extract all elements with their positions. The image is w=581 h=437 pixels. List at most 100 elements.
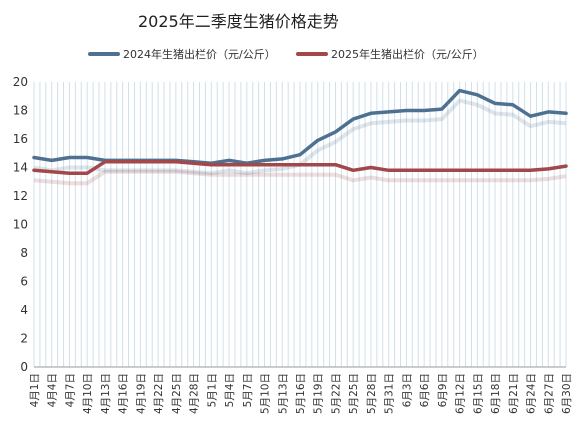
x-tick-label: 5月13日 <box>277 373 289 414</box>
data-point <box>476 169 479 172</box>
x-tick-label: 6月27日 <box>543 373 555 414</box>
y-tick-label: 20 <box>13 75 28 89</box>
y-tick-label: 2 <box>20 332 28 346</box>
data-point <box>458 169 461 172</box>
y-tick-label: 14 <box>13 161 28 175</box>
x-tick-label: 6月9日 <box>437 373 449 407</box>
data-point <box>387 110 390 114</box>
data-point <box>68 172 71 175</box>
x-tick-label: 5月10日 <box>260 373 272 414</box>
data-point <box>103 160 107 163</box>
data-point <box>529 169 532 172</box>
y-tick-label: 0 <box>20 360 28 374</box>
legend-label-2024: 2024年生猪出栏价（元/公斤） <box>123 47 276 61</box>
data-point <box>369 166 373 169</box>
data-point <box>68 156 71 159</box>
x-tick-label: 6月24日 <box>526 373 538 414</box>
data-point <box>334 163 337 166</box>
y-tick-label: 16 <box>13 132 28 146</box>
x-tick-label: 5月22日 <box>330 373 342 414</box>
x-tick-label: 4月25日 <box>171 373 183 414</box>
data-point <box>32 156 36 159</box>
y-tick-label: 10 <box>13 218 28 232</box>
x-tick-label: 4月7日 <box>64 373 76 407</box>
chart-title: 2025年二季度生猪价格走势 <box>138 12 339 31</box>
data-point <box>281 163 284 166</box>
data-point <box>511 103 514 107</box>
data-point <box>156 160 160 163</box>
data-point <box>493 169 497 172</box>
data-point <box>493 102 497 105</box>
data-point <box>298 163 302 166</box>
data-point <box>263 163 266 166</box>
data-point <box>405 109 408 112</box>
data-point <box>458 89 461 92</box>
data-point <box>547 167 550 171</box>
data-point <box>316 163 319 166</box>
grid <box>33 82 567 368</box>
data-point <box>564 164 568 168</box>
x-tick-label: 6月12日 <box>455 373 467 414</box>
data-point <box>334 130 337 134</box>
legend: 2024年生猪出栏价（元/公斤） 2025年生猪出栏价（元/公斤） <box>88 47 484 61</box>
data-point <box>281 157 284 161</box>
data-point <box>245 163 248 166</box>
x-tick-label: 5月19日 <box>313 373 325 414</box>
data-point <box>352 117 355 121</box>
data-point <box>50 170 53 173</box>
x-tick-label: 4月28日 <box>189 373 201 414</box>
x-tick-label: 5月25日 <box>348 373 360 414</box>
data-point <box>210 163 213 166</box>
y-tick-label: 12 <box>13 189 28 203</box>
x-tick-label: 5月1日 <box>206 373 218 407</box>
x-tick-label: 6月6日 <box>419 373 431 407</box>
y-tick-label: 4 <box>20 303 28 317</box>
data-point <box>298 153 302 156</box>
data-point <box>422 109 426 112</box>
x-tick-label: 6月3日 <box>401 373 413 407</box>
data-point <box>529 115 532 118</box>
x-tick-label: 5月28日 <box>366 373 378 414</box>
legend-label-2025: 2025年生猪出栏价（元/公斤） <box>331 47 484 61</box>
data-point <box>316 139 319 142</box>
y-tick-label: 6 <box>20 275 28 289</box>
x-tick-label: 5月7日 <box>242 373 254 407</box>
plot-area <box>32 88 568 186</box>
data-point <box>32 169 36 172</box>
x-tick-label: 6月21日 <box>508 373 520 414</box>
data-point <box>174 160 178 163</box>
data-point <box>476 93 479 97</box>
data-point <box>227 159 231 162</box>
series-reflection-1 <box>33 169 567 186</box>
data-point <box>50 159 53 162</box>
y-tick-label: 18 <box>13 104 28 118</box>
x-tick-label: 5月31日 <box>384 373 396 414</box>
y-axis: 0 2 4 6 8 10 12 14 16 18 20 <box>13 75 28 374</box>
x-axis: 4月1日 4月4日 4月7日 4月10日 4月13日 4月16日 4月19日 4月22日 4月2… <box>29 373 573 414</box>
data-point <box>511 169 514 172</box>
x-tick-label: 4月4日 <box>47 373 59 407</box>
x-tick-label: 6月18日 <box>490 373 502 414</box>
y-tick-label: 8 <box>20 246 28 260</box>
data-point <box>192 162 195 165</box>
data-point <box>405 169 408 172</box>
x-tick-label: 4月10日 <box>82 373 94 414</box>
data-point <box>86 172 89 175</box>
data-point <box>369 112 373 115</box>
data-point <box>227 163 231 166</box>
x-tick-label: 4月19日 <box>135 373 147 414</box>
data-point <box>440 169 444 172</box>
data-point <box>86 156 89 159</box>
data-point <box>387 169 390 172</box>
data-point <box>547 110 550 114</box>
data-point <box>564 112 568 115</box>
data-point <box>352 169 355 172</box>
x-tick-label: 4月16日 <box>118 373 130 414</box>
data-point <box>263 159 266 162</box>
x-tick-label: 4月13日 <box>100 373 112 414</box>
x-tick-label: 5月4日 <box>224 373 236 407</box>
x-tick-label: 4月1日 <box>29 373 41 407</box>
data-point <box>121 160 124 163</box>
